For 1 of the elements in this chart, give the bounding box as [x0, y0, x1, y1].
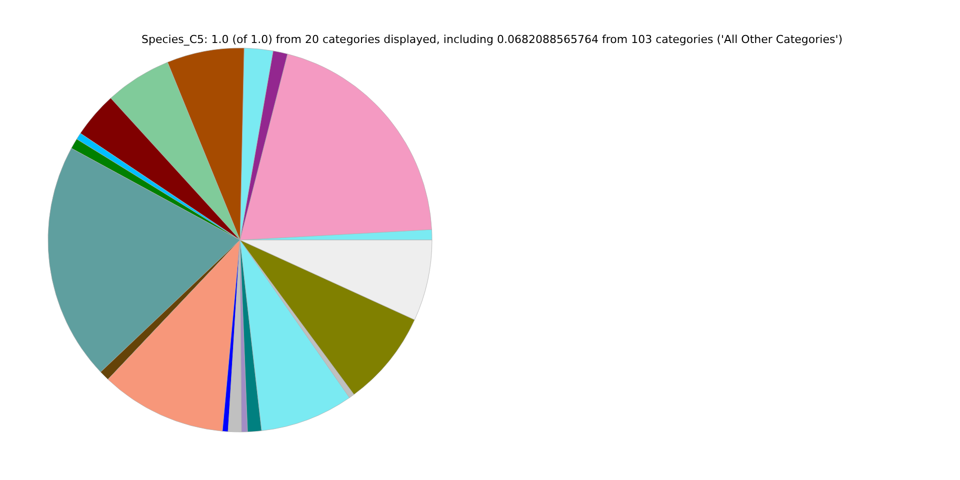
- text: Species_C5: 1.0 (of 1.0) from 20 categories displayed, including 0.0682088565764 from 103 categories ('All Other Categories'): [140, 33, 844, 46]
